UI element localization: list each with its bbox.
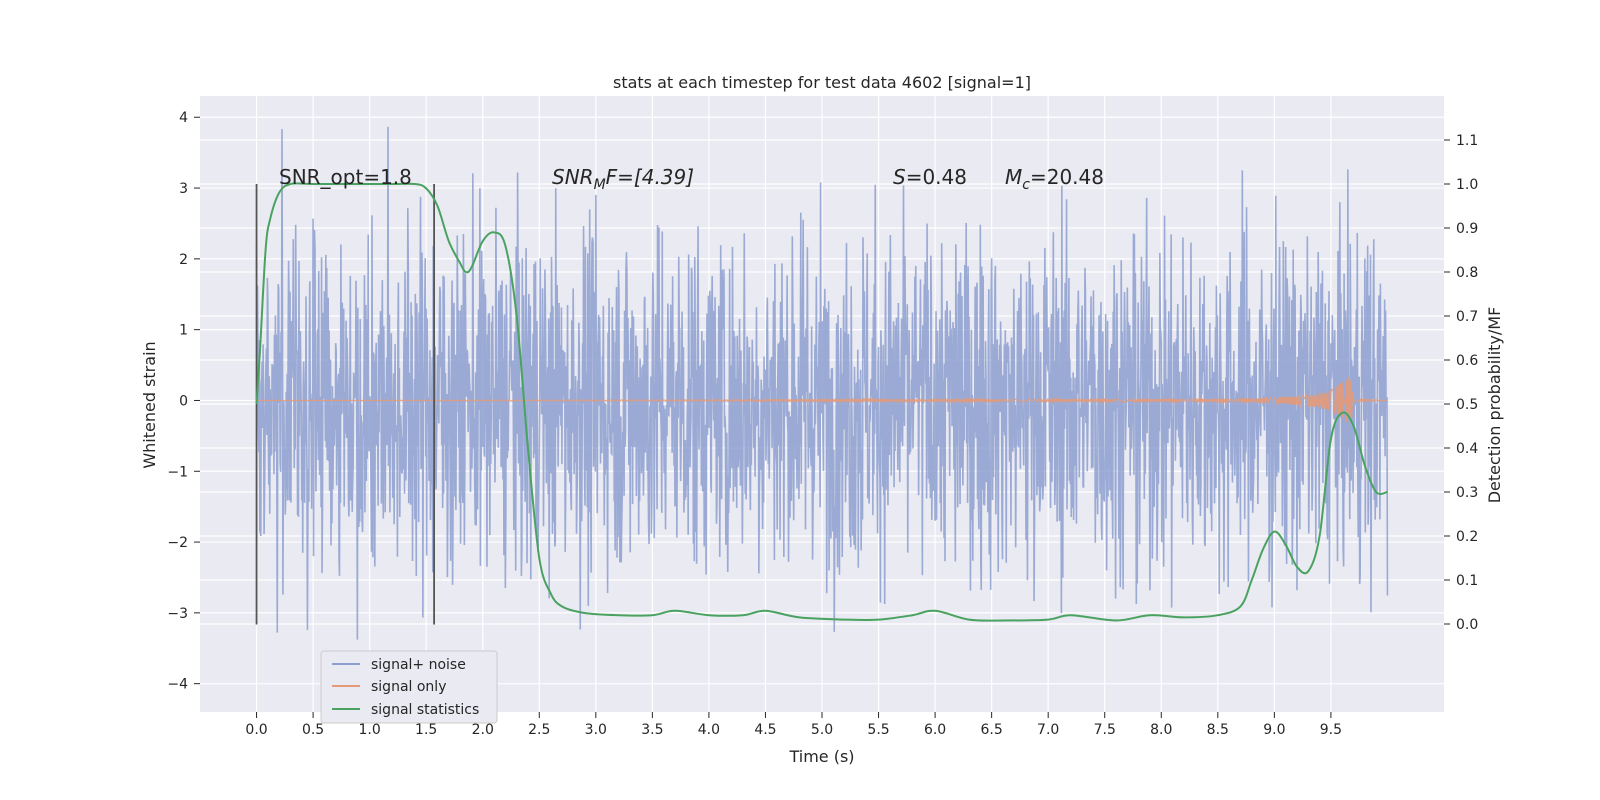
y-right-tick-label: 0.2 (1456, 529, 1478, 545)
legend-label-signal: signal only (371, 679, 446, 695)
y-tick-label: −2 (167, 535, 188, 551)
x-tick-label: 7.5 (1094, 722, 1116, 738)
annotation-mc-value: =20.48 (1030, 165, 1104, 189)
annotation-snr-mf: SNRMF=[4.39] (552, 165, 694, 193)
x-tick-label: 5.0 (811, 722, 833, 738)
y-axis-ticks: 4 3 2 1 0 −1 −2 −3 −4 (167, 110, 200, 693)
noise-series (255, 126, 1389, 640)
signal-line (256, 377, 1388, 423)
x-tick-label: 0.0 (245, 722, 267, 738)
y-right-tick-label: 0.8 (1456, 265, 1478, 281)
y-tick-label: 1 (179, 323, 188, 339)
x-tick-label: 8.0 (1150, 722, 1172, 738)
annotation-mc-subscript: c (1022, 177, 1030, 193)
chart-title: stats at each timestep for test data 460… (613, 73, 1031, 92)
x-tick-label: 6.5 (981, 722, 1003, 738)
x-tick-label: 9.5 (1320, 722, 1342, 738)
y-right-tick-label: 0.6 (1456, 353, 1478, 369)
noise-line (255, 126, 1389, 640)
x-tick-label: 5.5 (867, 722, 889, 738)
y-right-tick-label: 0.9 (1456, 221, 1478, 237)
y-right-tick-label: 0.0 (1456, 617, 1478, 633)
x-axis-label: Time (s) (788, 747, 854, 766)
y-tick-label: −4 (167, 677, 188, 693)
y-right-axis-label: Detection probability/MF (1485, 307, 1504, 504)
annotation-s-value: =0.48 (906, 165, 967, 189)
y-right-tick-label: 0.5 (1456, 397, 1478, 413)
y-tick-label: 3 (179, 181, 188, 197)
y-tick-label: 0 (179, 393, 188, 409)
x-tick-label: 2.5 (528, 722, 550, 738)
stats-series (255, 182, 1388, 622)
y-right-tick-label: 0.3 (1456, 485, 1478, 501)
annotation-snr-opt: SNR_opt=1.8 (279, 165, 412, 189)
x-tick-label: 3.0 (585, 722, 607, 738)
y-right-tick-label: 0.4 (1456, 441, 1478, 457)
x-axis-ticks: 0.0 0.5 1.0 1.5 2.0 2.5 3.0 3.5 4.0 4.5 5.0 5.5 6.0 6… (245, 712, 1342, 738)
annotation-mc-symbol: M (1005, 165, 1022, 189)
legend-box (320, 650, 498, 724)
annotation-s-symbol: S (893, 165, 906, 189)
x-tick-label: 7.0 (1037, 722, 1059, 738)
annotation-snr-mf-symbol: SNR (552, 165, 594, 189)
x-tick-label: 3.5 (641, 722, 663, 738)
y-right-tick-label: 1.1 (1456, 133, 1478, 149)
stats-line (255, 182, 1388, 622)
x-tick-label: 8.5 (1207, 722, 1229, 738)
y-tick-label: −1 (167, 464, 188, 480)
x-tick-label: 9.0 (1263, 722, 1285, 738)
x-tick-label: 1.0 (359, 722, 381, 738)
x-tick-label: 1.5 (415, 722, 437, 738)
y-tick-label: 2 (179, 252, 188, 268)
x-tick-label: 4.5 (754, 722, 776, 738)
y-tick-label: 4 (179, 110, 188, 126)
annotation-mc: Mc=20.48 (1005, 165, 1104, 193)
x-tick-label: 0.5 (302, 722, 324, 738)
legend-label-noise: signal+ noise (371, 657, 466, 673)
annotation-snr-mf-subscript: M (594, 177, 606, 193)
x-tick-label: 4.0 (698, 722, 720, 738)
annotation-s: S=0.48 (893, 165, 967, 189)
y-right-tick-label: 0.7 (1456, 309, 1478, 325)
y-right-axis-ticks: 1.1 1.0 0.9 0.8 0.7 0.6 0.5 0.4 0.3 0.2 0.1 0.0 (1444, 133, 1478, 633)
y-right-tick-label: 0.1 (1456, 573, 1478, 589)
y-right-tick-label: 1.0 (1456, 177, 1478, 193)
x-tick-label: 6.0 (924, 722, 946, 738)
signal-series (256, 377, 1388, 423)
x-tick-label: 2.0 (472, 722, 494, 738)
legend: signal+ noise signal only signal statist… (320, 650, 498, 724)
vertical-lines (255, 184, 435, 625)
annotation-snr-mf-value: F=[4.39] (606, 165, 694, 189)
y-tick-label: −3 (167, 606, 188, 622)
y-axis-label: Whitened strain (140, 341, 159, 468)
legend-label-stats: signal statistics (371, 702, 479, 718)
